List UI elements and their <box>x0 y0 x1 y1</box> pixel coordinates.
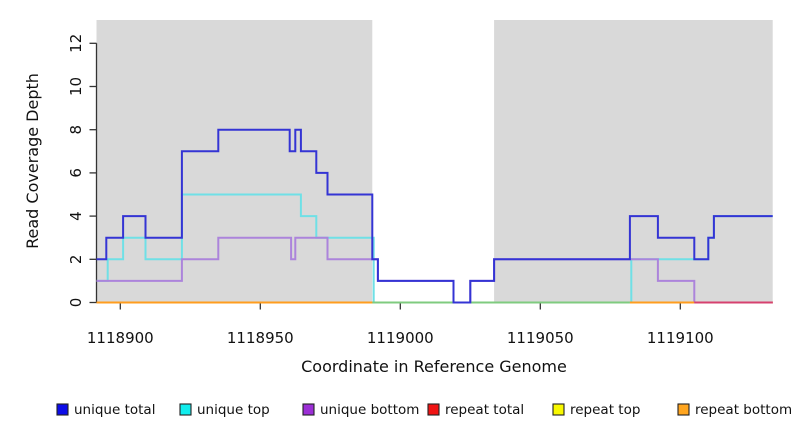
legend-label: unique bottom <box>320 402 419 418</box>
y-tick-label: 2 <box>67 255 85 265</box>
x-tick-label: 1119000 <box>367 329 434 347</box>
series-lines <box>96 128 773 304</box>
x-tick-label: 1118900 <box>87 329 154 347</box>
legend-swatch <box>302 403 315 416</box>
y-tick-label: 12 <box>67 34 85 53</box>
y-tick-label: 6 <box>67 168 85 178</box>
legend-item-repeat-total: repeat total <box>427 402 524 418</box>
y-axis-title: Read Coverage Depth <box>23 73 42 249</box>
legend-label: repeat top <box>570 402 640 418</box>
legend-item-repeat-bottom: repeat bottom <box>677 402 792 418</box>
legend-swatch <box>552 403 565 416</box>
legend-swatch <box>427 403 440 416</box>
y-tick-label: 10 <box>67 77 85 96</box>
legend-item-unique-total: unique total <box>56 402 155 418</box>
shaded-region <box>96 20 373 303</box>
legend-swatch <box>179 403 192 416</box>
y-tick-label: 0 <box>67 298 85 308</box>
y-tick-label: 8 <box>67 125 85 135</box>
x-tick-label: 1119050 <box>507 329 574 347</box>
legend-label: unique total <box>74 402 155 418</box>
axes: 0 2 4 6 8 10 12 1118900 1118950 1119000 1119050 111… <box>67 34 714 347</box>
legend-item-unique-top: unique top <box>179 402 270 418</box>
x-tick-label: 1118950 <box>227 329 294 347</box>
legend-label: unique top <box>197 402 270 418</box>
x-axis-title: Coordinate in Reference Genome <box>301 357 567 376</box>
legend-item-repeat-top: repeat top <box>552 402 640 418</box>
legend-label: repeat bottom <box>695 402 792 418</box>
shaded-region <box>494 20 773 303</box>
shaded-regions <box>96 20 773 303</box>
legend-swatch <box>56 403 69 416</box>
legend-item-unique-bottom: unique bottom <box>302 402 419 418</box>
y-tick-label: 4 <box>67 211 85 221</box>
x-tick-label: 1119100 <box>647 329 714 347</box>
series-line-unique-total <box>96 128 773 304</box>
legend-swatch <box>677 403 690 416</box>
legend-label: repeat total <box>445 402 524 418</box>
legend: unique total unique top unique bottom repea… <box>56 402 792 418</box>
